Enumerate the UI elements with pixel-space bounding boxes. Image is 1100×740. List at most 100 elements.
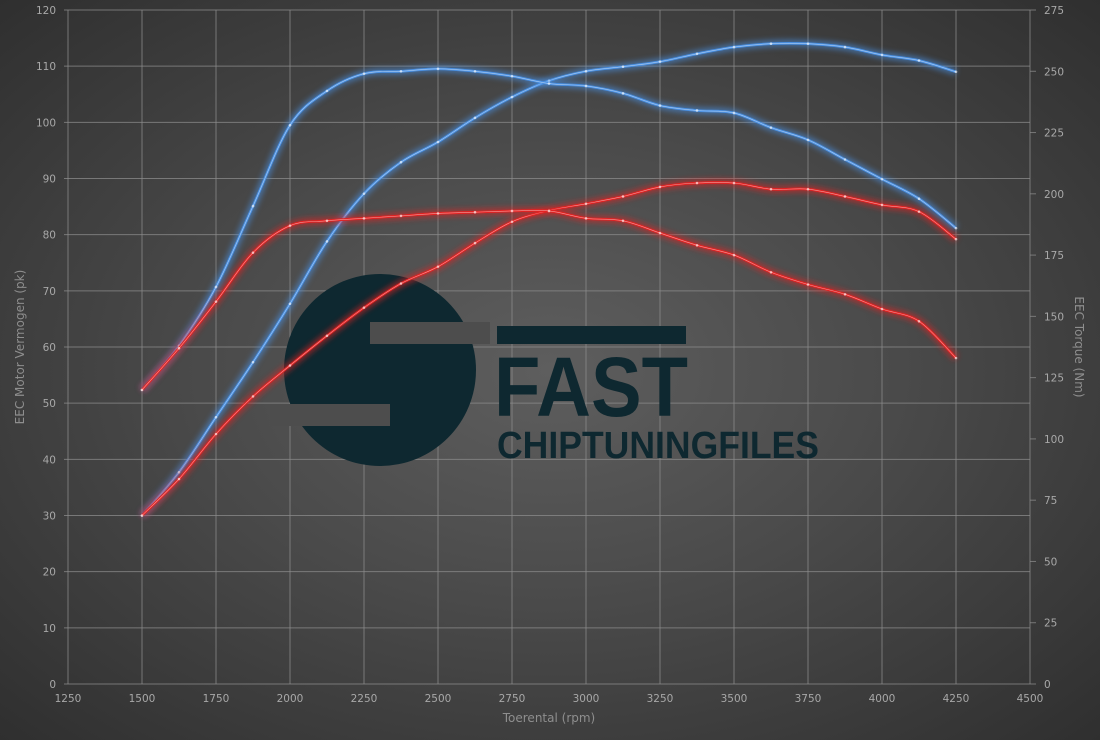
data-point — [880, 177, 884, 181]
data-point — [917, 319, 921, 323]
data-point — [251, 251, 255, 254]
logo-circle — [284, 274, 476, 466]
data-point — [658, 60, 662, 63]
data-point — [436, 67, 440, 71]
data-point — [658, 185, 662, 189]
data-point — [473, 210, 477, 214]
data-point — [399, 69, 403, 73]
y-left-tick-label: 0 — [49, 679, 56, 691]
data-point — [843, 195, 847, 198]
data-point — [769, 42, 773, 45]
y-left-tick-label: 20 — [43, 567, 56, 579]
data-point — [732, 181, 736, 185]
data-point — [806, 283, 810, 286]
x-tick-label: 1750 — [203, 693, 230, 705]
data-point — [732, 111, 736, 115]
data-point — [473, 69, 477, 73]
x-tick-label: 3500 — [721, 693, 748, 705]
y-right-tick-label: 100 — [1044, 434, 1064, 446]
logo-word: FAST — [494, 340, 688, 434]
data-point — [769, 187, 773, 191]
logo-cutout-bottom — [270, 404, 390, 426]
data-point — [917, 59, 921, 62]
axis-ticks: 1250 1500 1750 2000 2250 2500 2750 3000 3250 3500… — [36, 5, 1064, 705]
data-point — [251, 204, 255, 208]
y-left-tick-label: 70 — [43, 286, 56, 298]
x-tick-label: 3000 — [573, 693, 600, 705]
data-point — [621, 219, 625, 223]
data-point — [769, 126, 773, 129]
data-point — [695, 181, 699, 185]
data-point — [177, 346, 181, 350]
x-tick-label: 4000 — [869, 693, 896, 705]
y-right-tick-label: 175 — [1044, 250, 1064, 262]
data-point — [880, 307, 884, 311]
y-left-tick-label: 90 — [43, 174, 56, 186]
data-point — [399, 160, 403, 164]
data-point — [695, 52, 699, 56]
y-right-tick-label: 250 — [1044, 66, 1064, 78]
data-point — [621, 65, 625, 69]
data-point — [473, 116, 477, 120]
y-right-tick-label: 0 — [1044, 679, 1051, 691]
data-point — [251, 395, 255, 398]
data-point — [954, 356, 958, 360]
y-left-tick-label: 60 — [43, 342, 56, 354]
data-point — [214, 432, 218, 436]
x-tick-label: 2250 — [351, 693, 378, 705]
data-point — [399, 282, 403, 285]
data-point — [806, 187, 810, 191]
data-point — [510, 74, 514, 78]
data-point — [214, 285, 218, 289]
data-point — [362, 217, 366, 220]
data-point — [177, 477, 181, 481]
y-right-tick-label: 75 — [1044, 495, 1057, 507]
data-point — [658, 231, 662, 235]
data-point — [917, 210, 921, 213]
y-right-tick-label: 150 — [1044, 311, 1064, 323]
data-point — [954, 226, 958, 230]
data-point — [843, 45, 847, 49]
y-right-tick-label: 275 — [1044, 5, 1064, 17]
y-axis-right-label: EEC Torque (Nm) — [1072, 296, 1086, 397]
data-point — [325, 240, 329, 243]
data-point — [547, 209, 551, 213]
x-tick-label: 2000 — [277, 693, 304, 705]
y-left-tick-label: 120 — [36, 5, 56, 17]
y-axis-left-label: EEC Motor Vermogen (pk) — [13, 270, 27, 425]
series-line-core — [141, 68, 957, 391]
data-point — [362, 72, 366, 76]
data-point — [843, 293, 847, 296]
data-point — [584, 217, 588, 220]
data-point — [954, 70, 958, 74]
series-lines — [139, 39, 959, 518]
x-tick-label: 2750 — [499, 693, 526, 705]
data-point — [510, 220, 514, 224]
data-point — [843, 158, 847, 161]
data-point — [658, 104, 662, 107]
data-point — [288, 224, 292, 227]
data-point — [362, 192, 366, 195]
y-right-tick-label: 50 — [1044, 556, 1057, 568]
data-point — [214, 300, 218, 303]
x-tick-label: 4500 — [1017, 693, 1044, 705]
data-point — [436, 140, 440, 144]
data-point — [140, 388, 144, 392]
data-point — [510, 95, 514, 99]
data-point — [510, 209, 514, 213]
logo-bar — [497, 326, 686, 344]
y-right-tick-label: 200 — [1044, 189, 1064, 201]
data-point — [177, 470, 181, 474]
data-point — [362, 306, 366, 309]
x-tick-label: 1500 — [129, 693, 156, 705]
fast-chiptuningfiles-logo: FAST CHIPTUNINGFILES — [270, 274, 819, 467]
data-point — [436, 212, 440, 215]
logo-cutout-top — [370, 322, 490, 344]
x-tick-label: 2500 — [425, 693, 452, 705]
data-point — [325, 89, 329, 93]
y-left-tick-label: 50 — [43, 398, 56, 410]
data-point — [806, 138, 810, 142]
series-3 — [139, 206, 959, 393]
data-point — [732, 45, 736, 49]
